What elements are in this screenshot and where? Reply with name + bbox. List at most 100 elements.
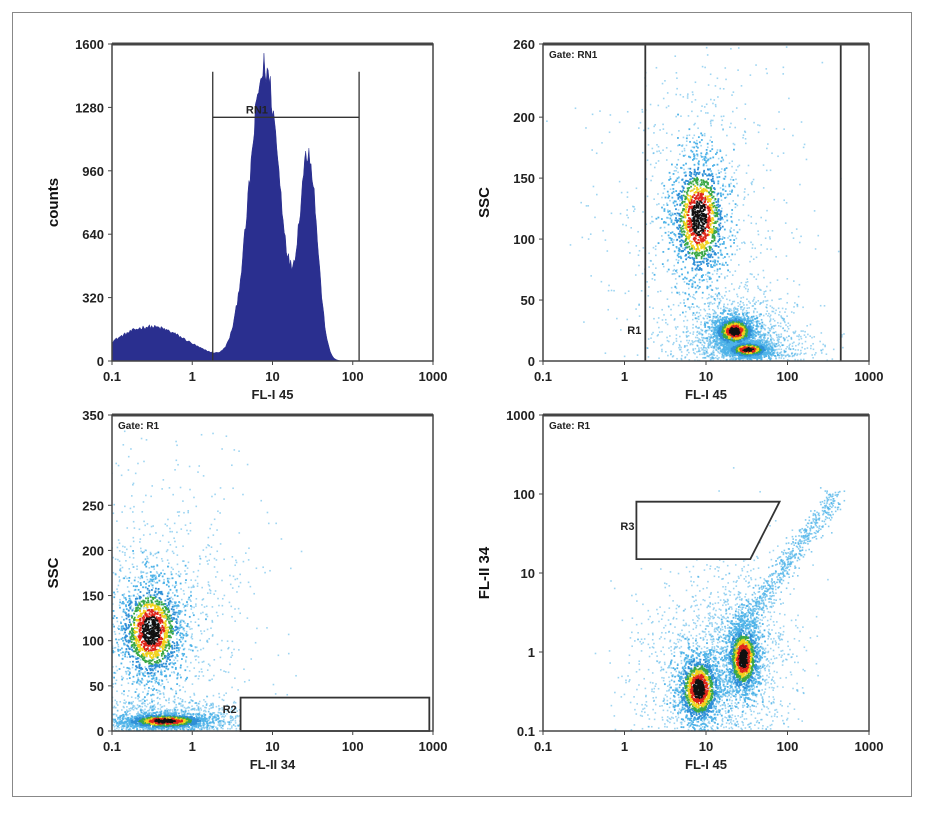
scatter-point xyxy=(687,223,689,226)
scatter-point xyxy=(733,356,735,359)
scatter-point xyxy=(766,72,768,75)
scatter-point xyxy=(704,219,707,222)
scatter-point xyxy=(723,343,725,346)
scatter-point xyxy=(706,198,709,201)
scatter-point xyxy=(702,204,705,207)
scatter-point xyxy=(718,320,721,323)
scatter-point xyxy=(745,323,748,325)
scatter-point xyxy=(707,168,709,171)
scatter-point xyxy=(731,316,734,319)
scatter-point xyxy=(709,157,712,160)
scatter-point xyxy=(762,340,764,343)
scatter-point xyxy=(673,170,676,172)
scatter-point xyxy=(686,197,688,199)
scatter-point xyxy=(713,320,715,322)
scatter-point xyxy=(696,142,699,145)
scatter-point xyxy=(709,256,711,259)
scatter-point xyxy=(702,274,704,277)
scatter-point xyxy=(692,349,695,351)
scatter-point xyxy=(710,119,713,122)
scatter-point xyxy=(719,318,722,321)
scatter-point xyxy=(719,227,722,229)
scatter-point xyxy=(693,155,696,158)
scatter-point xyxy=(751,243,754,246)
scatter-point xyxy=(724,221,726,224)
scatter-point xyxy=(665,106,668,109)
scatter-point xyxy=(653,132,655,134)
scatter-point xyxy=(769,320,771,323)
scatter-point xyxy=(686,271,689,274)
scatter-point xyxy=(654,279,656,281)
scatter-point xyxy=(682,278,685,281)
scatter-point xyxy=(726,332,728,335)
scatter-point xyxy=(709,200,712,203)
scatter-point xyxy=(692,331,695,333)
scatter-point xyxy=(695,326,697,328)
scatter-point xyxy=(743,130,746,133)
scatter-point xyxy=(774,349,777,351)
scatter-point xyxy=(743,327,746,330)
scatter-point xyxy=(691,195,694,198)
scatter-point xyxy=(673,268,676,271)
scatter-point xyxy=(673,319,676,321)
scatter-point xyxy=(683,299,685,301)
scatter-point xyxy=(688,223,691,226)
scatter-point xyxy=(715,348,717,350)
scatter-point xyxy=(719,211,722,214)
scatter-point xyxy=(814,353,816,356)
scatter-point xyxy=(758,322,761,325)
scatter-point xyxy=(697,192,700,194)
scatter-point xyxy=(796,304,799,306)
scatter-point xyxy=(698,220,701,222)
scatter-point xyxy=(705,153,707,156)
scatter-point xyxy=(684,203,687,206)
scatter-point xyxy=(709,241,712,244)
scatter-point xyxy=(741,311,744,314)
scatter-point xyxy=(703,246,706,248)
scatter-point xyxy=(712,210,714,213)
scatter-point xyxy=(730,353,733,356)
scatter-point xyxy=(685,206,687,209)
scatter-point xyxy=(693,163,696,166)
scatter-point xyxy=(699,309,702,311)
scatter-point xyxy=(686,211,688,213)
scatter-point xyxy=(780,315,782,317)
scatter-point xyxy=(795,344,797,347)
scatter-point xyxy=(804,340,807,343)
scatter-point xyxy=(718,292,720,295)
scatter-points xyxy=(546,44,845,361)
scatter-point xyxy=(641,272,644,275)
scatter-point xyxy=(781,307,784,310)
scatter-point xyxy=(726,275,729,277)
scatter-point xyxy=(698,306,700,309)
scatter-point xyxy=(666,339,669,342)
scatter-point xyxy=(696,139,698,142)
scatter-point xyxy=(757,287,760,290)
scatter-point xyxy=(743,191,746,193)
scatter-point xyxy=(710,136,712,138)
scatter-point xyxy=(718,209,720,212)
scatter-point xyxy=(689,198,692,201)
scatter-point xyxy=(703,322,706,325)
scatter-point xyxy=(691,201,693,204)
scatter-point xyxy=(696,265,699,268)
scatter-point xyxy=(677,194,679,197)
scatter-point xyxy=(683,325,686,328)
scatter-point xyxy=(705,103,708,106)
scatter-point xyxy=(702,164,705,167)
scatter-point xyxy=(722,297,724,299)
scatter-point xyxy=(708,293,710,296)
scatter-point xyxy=(696,206,699,209)
scatter-point xyxy=(734,206,737,209)
scatter-point xyxy=(701,228,704,230)
scatter-point xyxy=(675,214,678,217)
scatter-point xyxy=(732,185,735,187)
scatter-point xyxy=(726,312,729,315)
scatter-point xyxy=(788,97,790,100)
scatter-point xyxy=(698,180,701,182)
scatter-point xyxy=(683,248,686,251)
scatter-point xyxy=(662,128,665,130)
scatter-point xyxy=(688,181,690,184)
scatter-point xyxy=(694,196,697,199)
scatter-point xyxy=(710,187,713,189)
